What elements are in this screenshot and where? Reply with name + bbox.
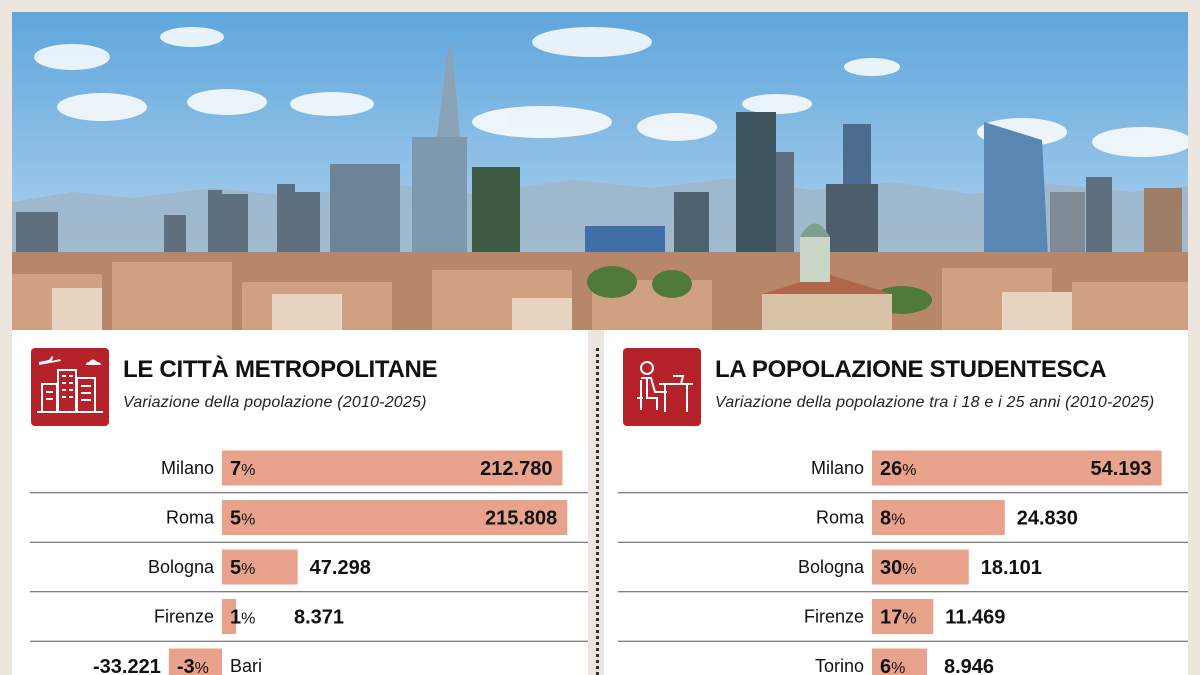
percent-label: 26% xyxy=(880,458,916,480)
panel-subtitle: Variazione della popolazione tra i 18 e … xyxy=(715,394,1155,411)
category-label: Roma xyxy=(166,508,215,528)
value-label: 212.780 xyxy=(480,458,552,480)
percent-label: 6% xyxy=(880,656,905,675)
value-label: 11.469 xyxy=(945,607,1005,629)
category-label: Bologna xyxy=(798,557,865,577)
panel-title: LE CITTÀ METROPOLITANE xyxy=(123,356,438,383)
percent-label: -3% xyxy=(177,656,209,675)
category-label: Firenze xyxy=(154,607,214,627)
bar xyxy=(872,450,1162,486)
value-label: 47.298 xyxy=(310,557,371,579)
bar xyxy=(222,599,236,634)
category-label: Firenze xyxy=(804,607,864,627)
value-label: 215.808 xyxy=(485,508,557,530)
value-label: 54.193 xyxy=(1091,458,1152,480)
student-desk-icon xyxy=(623,348,701,426)
percent-label: 7% xyxy=(230,458,255,480)
panel-subtitle: Variazione della popolazione (2010-2025) xyxy=(123,394,427,411)
percent-label: 30% xyxy=(880,557,916,579)
student-population-panel: LA POPOLAZIONE STUDENTESCA Variazione de… xyxy=(604,330,1188,675)
percent-label: 5% xyxy=(230,508,255,530)
percent-label: 8% xyxy=(880,508,905,530)
bar xyxy=(222,450,563,486)
panel-title: LA POPOLAZIONE STUDENTESCA xyxy=(715,356,1107,383)
percent-label: 5% xyxy=(230,557,255,579)
skyline-photo xyxy=(12,12,1188,330)
city-population-chart: Milano 7% 212.780 Roma 5% 215.808 Bologna 5% 47.… xyxy=(30,450,588,675)
percent-label: 17% xyxy=(880,607,916,629)
value-label: -33.221 xyxy=(93,656,161,675)
bar xyxy=(872,500,1005,535)
student-population-chart: Milano 26% 54.193 Roma 8% 24.830 Bologna 30% 18.… xyxy=(618,450,1188,675)
bar xyxy=(222,500,568,535)
bar xyxy=(222,549,298,585)
value-label: 8.371 xyxy=(294,607,344,629)
bar xyxy=(872,549,969,585)
city-population-panel: LE CITTÀ METROPOLITANE Variazione della … xyxy=(12,330,588,675)
value-label: 8.946 xyxy=(944,656,994,675)
percent-label: 1% xyxy=(230,607,255,629)
category-label: Torino xyxy=(815,656,864,675)
category-label: Milano xyxy=(811,458,864,478)
panel-divider xyxy=(596,348,599,675)
bar xyxy=(872,648,927,675)
category-label: Roma xyxy=(816,508,865,528)
category-label: Bologna xyxy=(148,557,215,577)
bar xyxy=(872,599,934,634)
category-label: Bari xyxy=(230,656,262,675)
city-buildings-icon xyxy=(31,348,109,426)
value-label: 24.830 xyxy=(1017,508,1078,530)
value-label: 18.101 xyxy=(981,557,1042,579)
category-label: Milano xyxy=(161,458,214,478)
bar xyxy=(168,648,222,675)
